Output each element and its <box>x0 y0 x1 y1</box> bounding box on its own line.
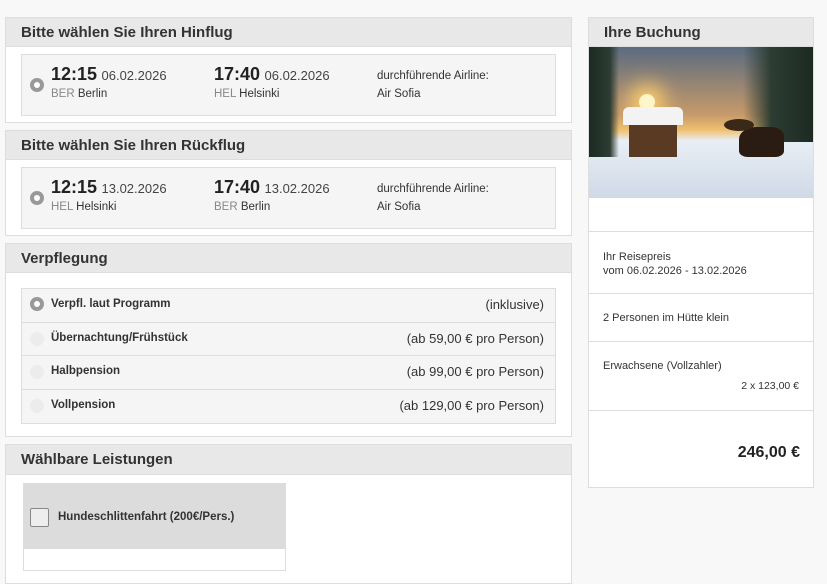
meal-radio[interactable] <box>30 331 44 346</box>
meal-label: Halbpension <box>51 365 121 377</box>
panel-title: Wählbare Leistungen <box>6 445 571 475</box>
meal-options: Verpfl. laut Programm (inklusive) Übernac… <box>21 288 556 424</box>
extra-item[interactable]: Hundeschlittenfahrt (200€/Pers.) <box>23 483 286 571</box>
airline-label: durchführende Airline: <box>377 70 489 82</box>
meal-label: Vollpension <box>51 398 116 411</box>
meal-option[interactable]: Verpfl. laut Programm (inklusive) <box>22 289 555 323</box>
meal-option[interactable]: Halbpension (ab 99,00 € pro Person) <box>22 356 555 390</box>
meal-price: (ab 59,00 € pro Person) <box>406 330 544 346</box>
meal-option[interactable]: Vollpension (ab 129,00 € pro Person) <box>22 390 555 424</box>
extra-checkbox[interactable] <box>30 508 49 527</box>
meal-price: (ab 99,00 € pro Person) <box>406 364 544 379</box>
departure: 12:15 13.02.2026 HEL Helsinki <box>51 177 167 213</box>
airline-name: Air Sofia <box>377 201 421 213</box>
dep-code: HEL <box>51 201 73 213</box>
airline-label: durchführende Airline: <box>377 183 489 195</box>
destination-image <box>589 47 813 198</box>
persons-text: 2 Personen im Hütte klein <box>603 312 729 324</box>
extra-label: Hundeschlittenfahrt (200€/Pers.) <box>58 511 235 523</box>
traveler-type: Erwachsene (Vollzahler) <box>603 360 722 372</box>
meal-label: Übernachtung/Frühstück <box>51 331 188 344</box>
arr-code: BER <box>214 201 238 213</box>
airline-info: durchführende Airline: Air Sofia <box>377 183 489 213</box>
extras-panel: Wählbare Leistungen Hundeschlittenfahrt … <box>5 444 572 584</box>
dep-time: 12:15 <box>51 64 98 84</box>
dep-date: 06.02.2026 <box>101 68 167 83</box>
price-label: Ihr Reisepreis <box>603 251 671 263</box>
meal-price: (inklusive) <box>485 297 544 312</box>
arr-date: 13.02.2026 <box>264 181 330 196</box>
flight-option[interactable]: 12:15 06.02.2026 BER Berlin 17:40 06.02.2… <box>21 54 556 116</box>
panel-title: Verpflegung <box>6 244 571 273</box>
booking-summary: Ihre Buchung Ihr Reisepreis vom 06.02.202… <box>588 17 814 488</box>
dep-code: BER <box>51 88 75 100</box>
arr-time: 17:40 <box>214 177 261 197</box>
travel-price-section: Ihr Reisepreis vom 06.02.2026 - 13.02.202… <box>589 232 813 294</box>
arrival: 17:40 06.02.2026 HEL Helsinki <box>214 64 330 100</box>
meal-radio[interactable] <box>30 297 44 311</box>
meal-price: (ab 129,00 € pro Person) <box>399 397 544 413</box>
return-flight-panel: Bitte wählen Sie Ihren Rückflug 12:15 13… <box>5 130 572 236</box>
airline-info: durchführende Airline: Air Sofia <box>377 70 489 100</box>
flight-option[interactable]: 12:15 13.02.2026 HEL Helsinki 17:40 13.02… <box>21 167 556 229</box>
dep-time: 12:15 <box>51 177 98 197</box>
airline-name: Air Sofia <box>377 88 421 100</box>
flight-radio[interactable] <box>30 78 44 92</box>
dep-city: Helsinki <box>76 201 117 213</box>
arr-city: Berlin <box>240 201 271 213</box>
booking-title: Ihre Buchung <box>589 18 813 47</box>
dep-city: Berlin <box>77 88 108 100</box>
panel-title: Bitte wählen Sie Ihren Rückflug <box>6 131 571 160</box>
meal-option[interactable]: Übernachtung/Frühstück (ab 59,00 € pro Pe… <box>22 323 555 356</box>
total-section: 246,00 € <box>589 411 813 487</box>
departure: 12:15 06.02.2026 BER Berlin <box>51 64 167 100</box>
arr-time: 17:40 <box>214 64 261 84</box>
outbound-flight-panel: Bitte wählen Sie Ihren Hinflug 12:15 06.… <box>5 17 572 123</box>
traveler-price: 2 x 123,00 € <box>741 380 799 392</box>
meal-radio[interactable] <box>30 398 44 413</box>
total-price: 246,00 € <box>737 444 800 461</box>
panel-title: Bitte wählen Sie Ihren Hinflug <box>6 18 571 47</box>
arr-code: HEL <box>214 88 236 100</box>
dep-date: 13.02.2026 <box>101 181 167 196</box>
date-range: vom 06.02.2026 - 13.02.2026 <box>603 265 747 277</box>
arr-date: 06.02.2026 <box>264 68 330 83</box>
spacer-row <box>589 198 813 232</box>
arr-city: Helsinki <box>239 88 280 100</box>
traveler-section: Erwachsene (Vollzahler) 2 x 123,00 € <box>589 342 813 411</box>
meal-radio[interactable] <box>30 365 44 379</box>
meals-panel: Verpflegung Verpfl. laut Programm (inklus… <box>5 243 572 437</box>
arrival: 17:40 13.02.2026 BER Berlin <box>214 177 330 213</box>
meal-label: Verpfl. laut Programm <box>51 298 171 310</box>
persons-section: 2 Personen im Hütte klein <box>589 294 813 342</box>
flight-radio[interactable] <box>30 191 44 205</box>
